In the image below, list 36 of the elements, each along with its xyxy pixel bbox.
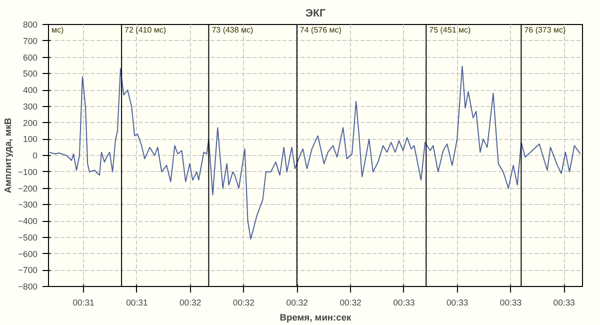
x-tick-label: 00:33 [446, 298, 468, 308]
ref-line-label: 72 (410 мс) [124, 26, 166, 34]
y-tick-label: 600 [23, 52, 38, 62]
y-tick-label: −200 [18, 183, 38, 194]
ref-line-label: 75 (451 мс) [429, 26, 471, 34]
y-tick-label: −400 [18, 216, 38, 226]
y-tick-label: −500 [18, 232, 38, 242]
x-tick-label: 00:31 [72, 298, 95, 308]
x-tick-label: 00:33 [500, 298, 522, 308]
y-tick-label: −800 [18, 282, 38, 292]
y-tick-label: −700 [18, 265, 38, 276]
y-tick-label: −600 [18, 248, 38, 259]
ref-line-label: 74 (576 мс) [300, 26, 342, 34]
x-tick-label: 00:31 [126, 298, 148, 308]
ref-line-label: 73 (438 мс) [212, 26, 254, 34]
x-tick-label: 00:32 [286, 298, 308, 308]
y-tick-label: 500 [23, 68, 38, 79]
y-tick-label: 800 [23, 20, 38, 30]
ref-line-label: мс) [52, 26, 64, 34]
y-tick-label: 0 [32, 150, 38, 160]
x-tick-label: 00:33 [553, 298, 576, 308]
x-tick-label: 00:32 [340, 298, 362, 308]
x-tick-label: 00:32 [232, 298, 255, 308]
y-tick-label: −100 [18, 166, 38, 177]
y-tick-label: 100 [23, 134, 38, 144]
ref-line-label: 76 (373 мс) [524, 26, 566, 34]
y-tick-label: 200 [23, 118, 38, 128]
y-tick-label: 700 [23, 36, 38, 46]
x-axis-title: Время, мин:сек [280, 312, 352, 322]
x-tick-label: 00:32 [180, 298, 202, 308]
y-tick-label: 300 [23, 101, 38, 112]
chart-title: ЭКГ [305, 8, 326, 20]
y-tick-label: 400 [23, 85, 38, 95]
y-tick-label: −300 [18, 200, 38, 210]
x-tick-label: 00:33 [393, 298, 415, 308]
y-axis-title: Амплитуда, мкВ [3, 118, 13, 194]
